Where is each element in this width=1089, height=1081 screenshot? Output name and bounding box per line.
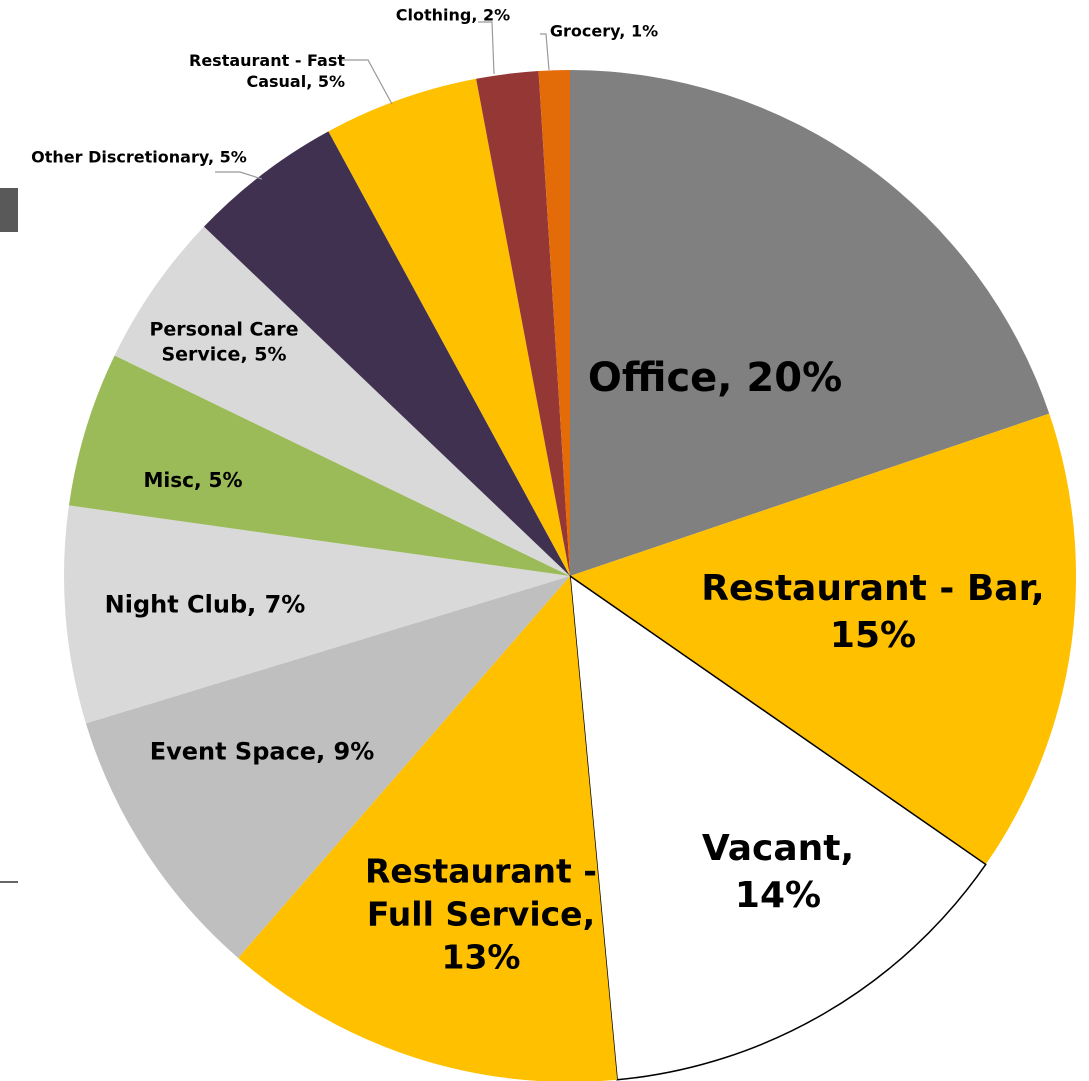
pie-slice bbox=[85, 576, 571, 958]
pie-slice bbox=[328, 78, 570, 577]
slice-label: Restaurant - Fast Casual, 5% bbox=[189, 51, 345, 91]
pie-slice bbox=[570, 413, 1076, 865]
slice-label: Grocery, 1% bbox=[549, 21, 659, 41]
pie-slice bbox=[538, 70, 570, 576]
leader-line bbox=[478, 21, 495, 75]
pie-slice bbox=[68, 355, 570, 576]
slice-label: Office, 20% bbox=[587, 355, 843, 401]
pie-slice bbox=[476, 70, 570, 576]
slice-label: Other Discretionary, 5% bbox=[31, 147, 247, 167]
slice-label: Clothing, 2% bbox=[395, 5, 511, 25]
leader-line bbox=[540, 33, 550, 71]
slice-label: Personal Care Service, 5% bbox=[149, 318, 299, 365]
slice-label: Vacant, 14% bbox=[701, 828, 855, 916]
slice-label: Event Space, 9% bbox=[149, 737, 375, 766]
slice-label: Misc, 5% bbox=[143, 468, 243, 492]
pie-slice bbox=[114, 226, 570, 577]
pie-slice bbox=[238, 576, 618, 1081]
slice-label: Night Club, 7% bbox=[104, 590, 306, 619]
pie-slice bbox=[569, 574, 987, 1081]
leader-line bbox=[215, 171, 263, 180]
slice-label: Restaurant - Full Service, 13% bbox=[365, 851, 597, 977]
pie-slice bbox=[570, 70, 1050, 576]
pie-slice bbox=[203, 131, 570, 576]
leader-line bbox=[342, 59, 393, 105]
side-fragment bbox=[0, 188, 18, 232]
pie-slice bbox=[64, 505, 571, 724]
slices bbox=[64, 70, 1076, 1081]
slice-label: Restaurant - Bar, 15% bbox=[701, 568, 1045, 656]
